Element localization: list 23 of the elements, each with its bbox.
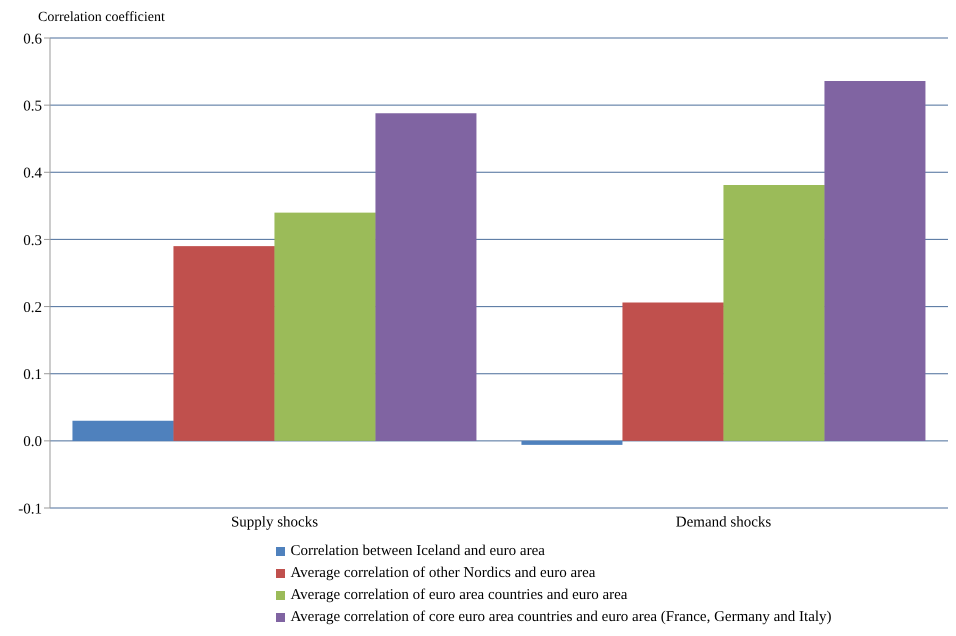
bar [521, 440, 622, 445]
y-tick-label: 0.5 [23, 98, 42, 114]
bar [375, 113, 476, 441]
y-axis-title: Correlation coefficient [38, 10, 165, 26]
legend-label: Average correlation of core euro area countries and euro area (France, Germany and Italy) [290, 608, 832, 626]
y-tick-label: 0.4 [23, 166, 42, 182]
y-tick-label: 0.6 [23, 31, 42, 48]
y-tick-label: 0.0 [23, 434, 42, 450]
bar [274, 212, 376, 441]
x-tick-label: Supply shocks [230, 514, 318, 531]
bar [723, 185, 824, 441]
legend-label: Average correlation of other Nordics and euro area [290, 564, 596, 582]
y-tick-label: 0.1 [23, 367, 42, 384]
bar [173, 246, 274, 441]
y-tick-label: 0.3 [23, 232, 42, 249]
legend-label: Average correlation of euro area countries and euro area [290, 586, 628, 604]
y-tick-label: -0.1 [18, 501, 42, 518]
bar [824, 80, 926, 441]
y-tick-label: 0.2 [23, 300, 42, 316]
bar [622, 302, 724, 441]
legend-label: Correlation between Iceland and euro area [290, 542, 545, 560]
x-tick-label: Demand shocks [676, 514, 772, 531]
bar [72, 420, 174, 441]
